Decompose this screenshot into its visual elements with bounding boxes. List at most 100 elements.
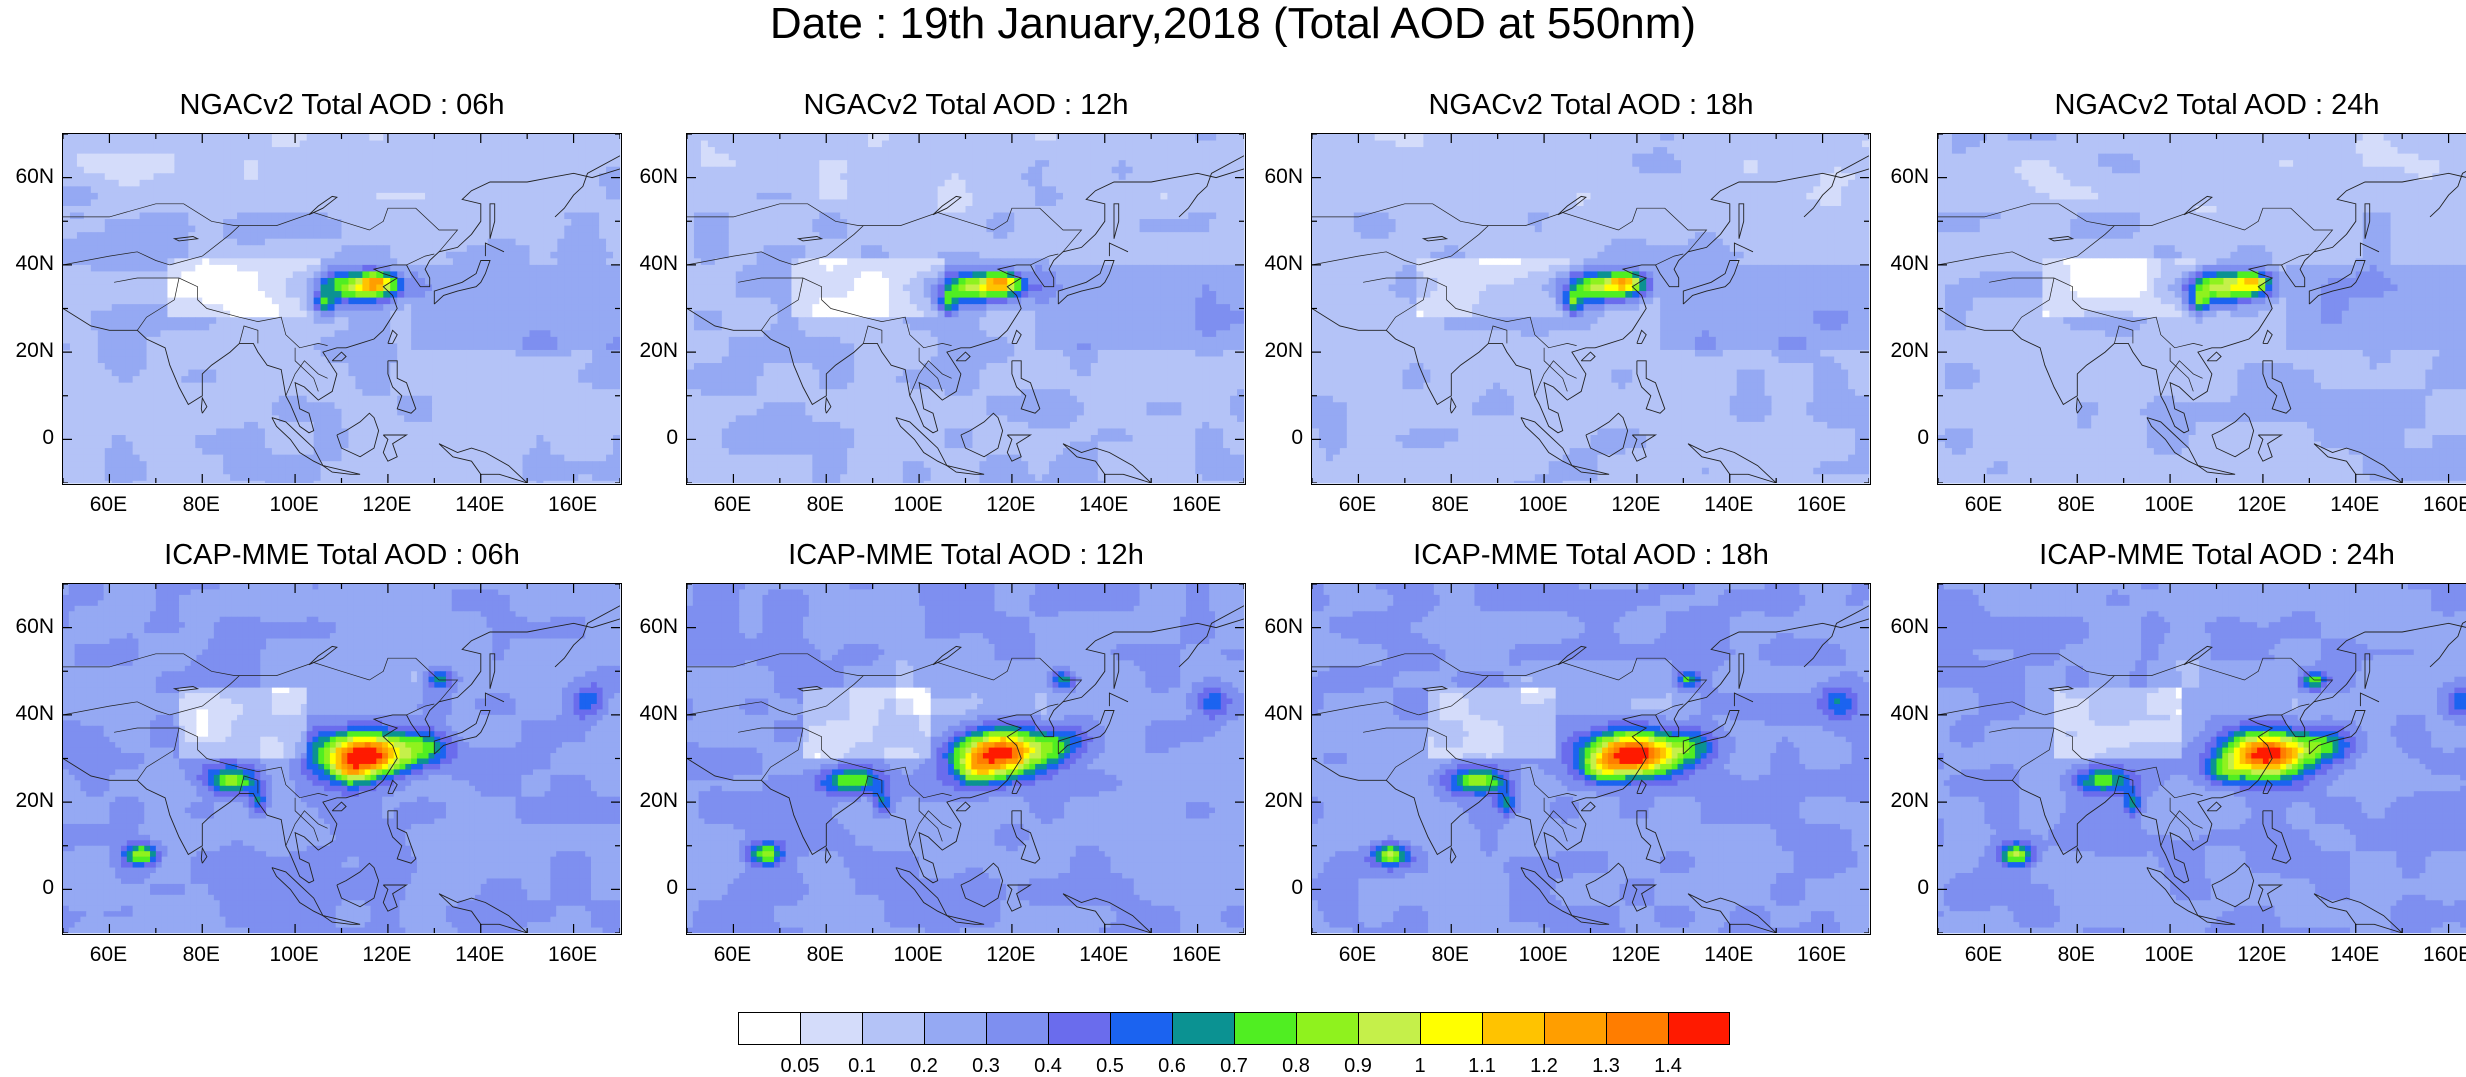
colorbar-swatch bbox=[1668, 1012, 1730, 1045]
aod-field-svg bbox=[63, 134, 620, 483]
lat-tick-label: 20N bbox=[622, 790, 678, 812]
lon-tick-label: 80E bbox=[161, 944, 241, 966]
lon-tick-label: 160E bbox=[1782, 944, 1862, 966]
colorbar-swatch bbox=[738, 1012, 800, 1045]
aod-field bbox=[1312, 134, 1869, 483]
panel-title: NGACv2 Total AOD : 06h bbox=[62, 88, 622, 122]
aod-field-svg bbox=[1938, 584, 2466, 933]
lon-tick-label: 80E bbox=[2036, 944, 2116, 966]
aod-field bbox=[1938, 584, 2466, 933]
lon-tick-label: 120E bbox=[1596, 494, 1676, 516]
colorbar-swatch bbox=[1482, 1012, 1544, 1045]
lat-tick-label: 0 bbox=[622, 427, 678, 449]
panel-title: NGACv2 Total AOD : 12h bbox=[686, 88, 1246, 122]
lon-tick-label: 140E bbox=[440, 944, 520, 966]
lon-tick-label: 120E bbox=[971, 494, 1051, 516]
lon-tick-label: 80E bbox=[2036, 494, 2116, 516]
aod-field-svg bbox=[1312, 584, 1869, 933]
colorbar-swatch bbox=[1234, 1012, 1296, 1045]
lon-tick-label: 80E bbox=[1410, 944, 1490, 966]
lon-tick-label: 100E bbox=[254, 944, 334, 966]
map-area bbox=[1311, 583, 1871, 935]
map-area bbox=[1937, 583, 2466, 935]
lon-tick-label: 80E bbox=[1410, 494, 1490, 516]
lat-tick-label: 0 bbox=[0, 427, 54, 449]
map-area bbox=[1937, 133, 2466, 485]
colorbar-label: 0.8 bbox=[1266, 1055, 1326, 1077]
aod-field bbox=[1938, 134, 2466, 483]
colorbar-label: 1.1 bbox=[1452, 1055, 1512, 1077]
lon-tick-label: 80E bbox=[785, 944, 865, 966]
aod-field-svg bbox=[1938, 134, 2466, 483]
panel-title: ICAP-MME Total AOD : 06h bbox=[62, 538, 622, 572]
lat-tick-label: 0 bbox=[1247, 427, 1303, 449]
colorbar-swatch bbox=[1048, 1012, 1110, 1045]
map-area bbox=[1311, 133, 1871, 485]
colorbar-label: 1.3 bbox=[1576, 1055, 1636, 1077]
aod-field-svg bbox=[1312, 134, 1869, 483]
lon-tick-label: 100E bbox=[878, 944, 958, 966]
panel-title: ICAP-MME Total AOD : 18h bbox=[1311, 538, 1871, 572]
colorbar-swatch bbox=[924, 1012, 986, 1045]
panel-title: ICAP-MME Total AOD : 12h bbox=[686, 538, 1246, 572]
lat-tick-label: 0 bbox=[0, 877, 54, 899]
lon-tick-label: 140E bbox=[440, 494, 520, 516]
aod-field bbox=[63, 134, 620, 483]
colorbar-label: 1 bbox=[1390, 1055, 1450, 1077]
lon-tick-label: 120E bbox=[2222, 494, 2302, 516]
lon-tick-label: 160E bbox=[2408, 494, 2466, 516]
colorbar-label: 0.05 bbox=[770, 1055, 830, 1077]
lat-tick-label: 20N bbox=[1247, 790, 1303, 812]
map-area bbox=[686, 583, 1246, 935]
lat-tick-label: 0 bbox=[1873, 877, 1929, 899]
colorbar-label: 0.6 bbox=[1142, 1055, 1202, 1077]
colorbar-label: 0.2 bbox=[894, 1055, 954, 1077]
lon-tick-label: 140E bbox=[1689, 494, 1769, 516]
colorbar-swatch bbox=[1420, 1012, 1482, 1045]
lon-tick-label: 160E bbox=[533, 944, 613, 966]
lon-tick-label: 120E bbox=[2222, 944, 2302, 966]
lat-tick-label: 40N bbox=[1873, 703, 1929, 725]
lat-tick-label: 20N bbox=[0, 340, 54, 362]
lat-tick-label: 60N bbox=[1873, 166, 1929, 188]
lon-tick-label: 140E bbox=[2315, 944, 2395, 966]
aod-field-svg bbox=[687, 134, 1244, 483]
figure-title: Date : 19th January,2018 (Total AOD at 5… bbox=[0, 0, 2466, 52]
lon-tick-label: 80E bbox=[161, 494, 241, 516]
lon-tick-label: 140E bbox=[1064, 494, 1144, 516]
colorbar-label: 0.4 bbox=[1018, 1055, 1078, 1077]
lat-tick-label: 60N bbox=[1873, 616, 1929, 638]
lon-tick-label: 100E bbox=[2129, 494, 2209, 516]
lat-tick-label: 60N bbox=[0, 616, 54, 638]
map-area bbox=[686, 133, 1246, 485]
lat-tick-label: 60N bbox=[622, 616, 678, 638]
lat-tick-label: 0 bbox=[622, 877, 678, 899]
lat-tick-label: 40N bbox=[1247, 703, 1303, 725]
colorbar-label: 0.5 bbox=[1080, 1055, 1140, 1077]
lat-tick-label: 60N bbox=[1247, 166, 1303, 188]
lat-tick-label: 0 bbox=[1247, 877, 1303, 899]
lat-tick-label: 20N bbox=[1873, 340, 1929, 362]
lat-tick-label: 20N bbox=[1247, 340, 1303, 362]
lon-tick-label: 120E bbox=[1596, 944, 1676, 966]
lon-tick-label: 60E bbox=[1317, 494, 1397, 516]
colorbar-label: 0.9 bbox=[1328, 1055, 1388, 1077]
lon-tick-label: 60E bbox=[1943, 494, 2023, 516]
lon-tick-label: 140E bbox=[2315, 494, 2395, 516]
lon-tick-label: 60E bbox=[1317, 944, 1397, 966]
lon-tick-label: 80E bbox=[785, 494, 865, 516]
colorbar-label: 0.1 bbox=[832, 1055, 892, 1077]
aod-field bbox=[687, 134, 1244, 483]
lat-tick-label: 20N bbox=[1873, 790, 1929, 812]
aod-field-svg bbox=[63, 584, 620, 933]
aod-field bbox=[63, 584, 620, 933]
map-area bbox=[62, 133, 622, 485]
aod-field-svg bbox=[687, 584, 1244, 933]
lon-tick-label: 60E bbox=[692, 494, 772, 516]
lon-tick-label: 120E bbox=[971, 944, 1051, 966]
